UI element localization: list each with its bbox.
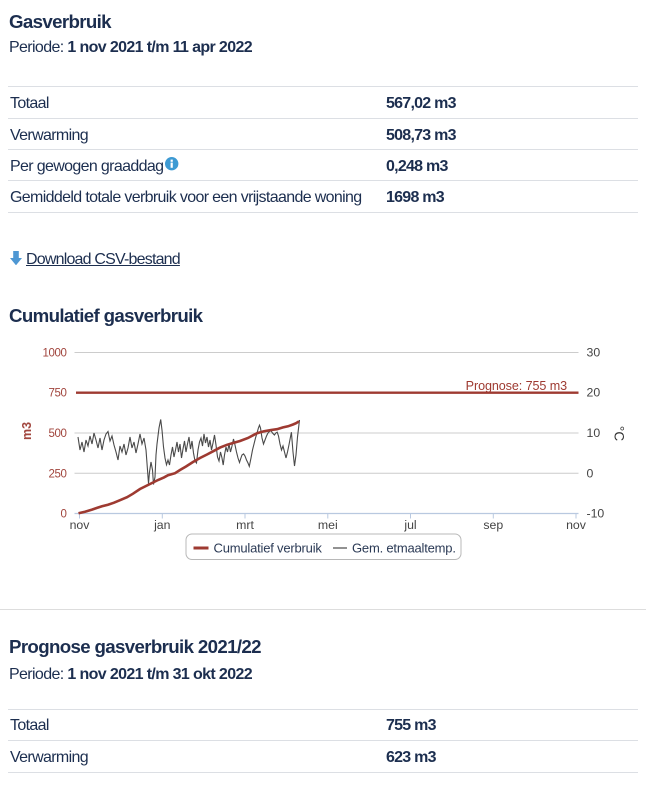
svg-text:750: 750	[49, 388, 67, 400]
svg-text:nov: nov	[70, 518, 91, 532]
svg-text:0: 0	[587, 466, 594, 480]
svg-text:Cumulatief verbruik: Cumulatief verbruik	[214, 541, 323, 556]
svg-text:Prognose: 755 m3: Prognose: 755 m3	[466, 379, 567, 393]
svg-text:Gem. etmaaltemp.: Gem. etmaaltemp.	[352, 541, 456, 556]
svg-text:nov: nov	[566, 518, 587, 532]
svg-text:sep: sep	[483, 518, 503, 532]
svg-text:20: 20	[587, 386, 601, 400]
svg-text:250: 250	[49, 468, 67, 480]
svg-text:°C: °C	[612, 426, 627, 441]
svg-text:10: 10	[587, 426, 601, 440]
svg-text:30: 30	[587, 346, 601, 360]
svg-text:jan: jan	[153, 518, 171, 532]
svg-text:m3: m3	[20, 422, 34, 440]
svg-text:0: 0	[61, 509, 67, 521]
svg-text:1000: 1000	[43, 348, 67, 360]
svg-text:500: 500	[49, 428, 67, 440]
svg-text:jul: jul	[403, 518, 416, 532]
svg-text:-10: -10	[587, 507, 605, 521]
svg-text:mrt: mrt	[236, 518, 254, 532]
svg-text:mei: mei	[318, 518, 338, 532]
